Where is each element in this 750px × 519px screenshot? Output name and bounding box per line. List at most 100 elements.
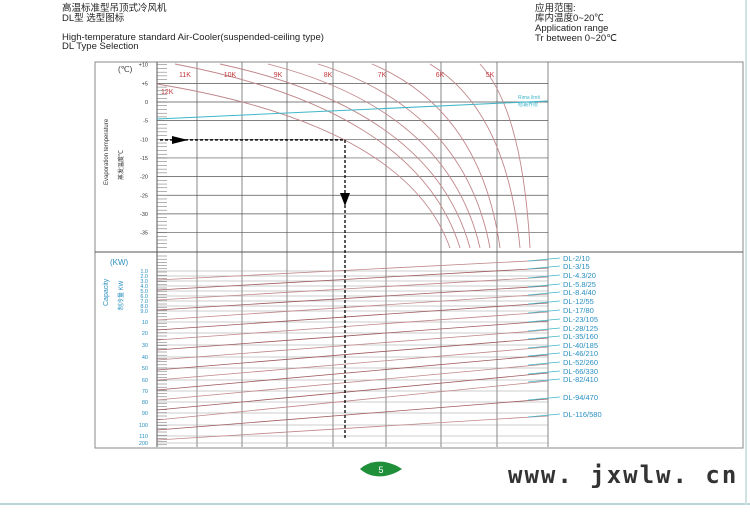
y-tick-label: -20 (140, 175, 148, 181)
capacity-lines: DL-2/10DL-3/15DL-4.3/20DL-5.8/25DL-8.4/4… (156, 254, 602, 441)
model-capacity-line (156, 259, 549, 281)
model-label: DL-23/105 (563, 315, 598, 324)
y-tick-label: -15 (140, 156, 148, 162)
model-capacity-line (156, 320, 549, 351)
bottom-unit: (KW) (110, 258, 129, 267)
y-tick-label: 0 (145, 100, 148, 106)
curve-label: 12K (161, 89, 174, 96)
model-leader-line (527, 352, 561, 357)
temperature-curves: 11K 10K 9K 8K 7K 6K 5K 12K (156, 63, 549, 249)
y-tick-label: +5 (142, 81, 148, 87)
temperature-curve (479, 63, 531, 249)
temperature-curve (371, 63, 501, 249)
capacity-tick-label: 60 (142, 378, 148, 384)
model-leader-line (527, 335, 561, 340)
model-capacity-line (156, 267, 549, 291)
model-leader-line (527, 344, 561, 349)
page-number: 5 (378, 465, 383, 475)
capacity-tick-label: 80 (142, 400, 148, 406)
model-label: DL-8.4/40 (563, 288, 596, 297)
model-capacity-line (156, 354, 549, 391)
capacity-tick-label: 5.0 (140, 289, 148, 295)
model-capacity-line (156, 380, 549, 421)
temperature-curve (219, 63, 471, 249)
model-capacity-line (156, 329, 549, 361)
model-label: DL-94/470 (563, 393, 598, 402)
subtitle-en: DL Type Selection (62, 41, 139, 52)
title-cn: 高温标准型吊顶式冷风机 (62, 3, 167, 14)
range-en: Tr between 0~20℃ (535, 33, 617, 44)
curve-label: 11K (179, 72, 191, 79)
model-label: DL-17/80 (563, 306, 594, 315)
website: www. jxwlw. cn (508, 461, 739, 489)
model-leader-line (527, 265, 561, 270)
model-label: DL-66/330 (563, 367, 598, 376)
curve-label: 8K (324, 72, 333, 79)
range-en-label: Application range (535, 23, 609, 34)
model-leader-line (527, 361, 561, 366)
rima-limit-line (156, 100, 549, 120)
y-tick-label: -25 (140, 193, 148, 199)
ylabel-en-bottom: Capacity (103, 278, 110, 306)
range-cn: 库内温度0~20℃ (535, 13, 604, 24)
capacity-tick-label: 70 (142, 389, 148, 395)
model-label: DL-2/10 (563, 254, 590, 263)
model-leader-line (527, 318, 561, 323)
capacity-tick-label: 3.0 (140, 279, 148, 285)
model-leader-line (527, 300, 561, 305)
capacity-tick-label: 200 (139, 441, 148, 447)
capacity-tick-label: 7.0 (140, 299, 148, 305)
limit-label-en: Rima limit (518, 95, 541, 101)
title-en: High-temperature standard Air-Cooler(sus… (62, 32, 324, 43)
model-label: DL-3/15 (563, 262, 590, 271)
subtitle-cn: DL型 选型图标 (62, 13, 125, 24)
model-label: DL-28/125 (563, 324, 598, 333)
curve-label: 5K (486, 72, 495, 79)
model-leader-line (527, 370, 561, 375)
model-leader-line (527, 413, 561, 418)
y-tick-label: -30 (140, 212, 148, 218)
model-label: DL-52/260 (563, 358, 598, 367)
model-label: DL-46/210 (563, 349, 598, 358)
capacity-tick-label: 50 (142, 366, 148, 372)
model-capacity-line (156, 276, 549, 301)
model-label: DL-12/55 (563, 297, 594, 306)
bottom-border (0, 503, 750, 505)
model-leader-line (527, 291, 561, 296)
capacity-tick-label: 10 (142, 320, 148, 326)
model-capacity-line (156, 363, 549, 401)
ylabel-en-top: Evaporation temperature (104, 118, 110, 185)
y-tick-label: -10 (140, 137, 148, 143)
curve-label: 9K (274, 72, 283, 79)
temperature-curve (174, 63, 461, 249)
ylabel-cn-top: 蒸发温度℃ (117, 150, 125, 180)
temperature-curve (267, 63, 481, 249)
model-capacity-line (156, 311, 549, 341)
capacity-tick-label: 100 (139, 423, 148, 429)
capacity-tick-label: 90 (142, 411, 148, 417)
model-capacity-line (156, 346, 549, 381)
model-label: DL-35/160 (563, 332, 598, 341)
model-label: DL-4.3/20 (563, 271, 596, 280)
model-leader-line (527, 327, 561, 332)
capacity-tick-label: 6.0 (140, 294, 148, 300)
model-leader-line (527, 309, 561, 314)
page-badge: 5 (360, 461, 402, 477)
model-leader-line (527, 274, 561, 279)
model-capacity-line (156, 285, 549, 311)
model-leader-line (527, 378, 561, 383)
capacity-tick-label: 8.0 (140, 304, 148, 310)
temperature-curve (317, 63, 491, 249)
limit-label-cn: 结霜界限 (518, 101, 538, 108)
capacity-tick-label: 30 (142, 343, 148, 349)
model-capacity-line (156, 302, 549, 331)
arrow-right-icon (172, 136, 188, 144)
y-tick-label: +10 (139, 63, 148, 69)
model-leader-line (527, 257, 561, 262)
model-label: DL-40/185 (563, 341, 598, 350)
range-cn-label: 应用范围: (535, 3, 576, 14)
capacity-tick-label: 4.0 (140, 284, 148, 290)
model-label: DL-82/410 (563, 375, 598, 384)
